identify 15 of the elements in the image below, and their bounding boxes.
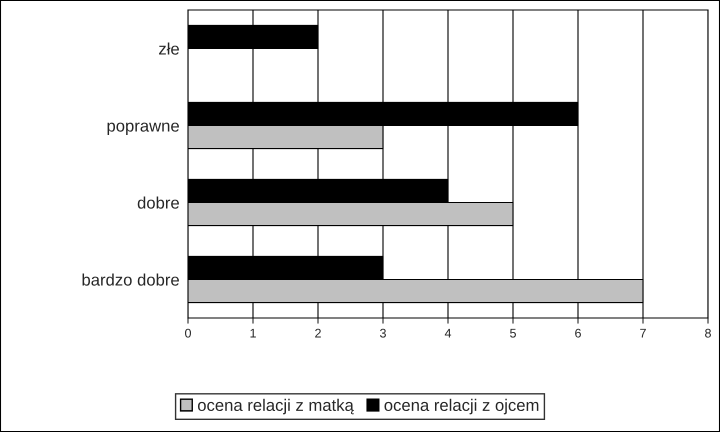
y-tick-label: bardzo dobre: [82, 273, 179, 286]
y-tick-label: dobre: [138, 196, 179, 209]
x-tick-label: 1: [250, 328, 256, 338]
y-tick-label: poprawne: [108, 122, 179, 135]
x-tick-label: 0: [185, 328, 191, 338]
x-tick-label: 8: [705, 328, 711, 338]
y-tick-label: złe: [159, 42, 179, 55]
x-tick-label: 5: [510, 328, 516, 338]
x-tick-label: 2: [315, 328, 321, 338]
legend-label: ocena relacji z ojcem: [384, 398, 538, 414]
x-tick-label: 7: [640, 328, 646, 338]
x-tick-label: 6: [575, 328, 581, 338]
legend-label: ocena relacji z matką: [198, 398, 354, 414]
x-tick-label: 4: [444, 328, 452, 338]
x-tick-label: 3: [380, 328, 386, 338]
